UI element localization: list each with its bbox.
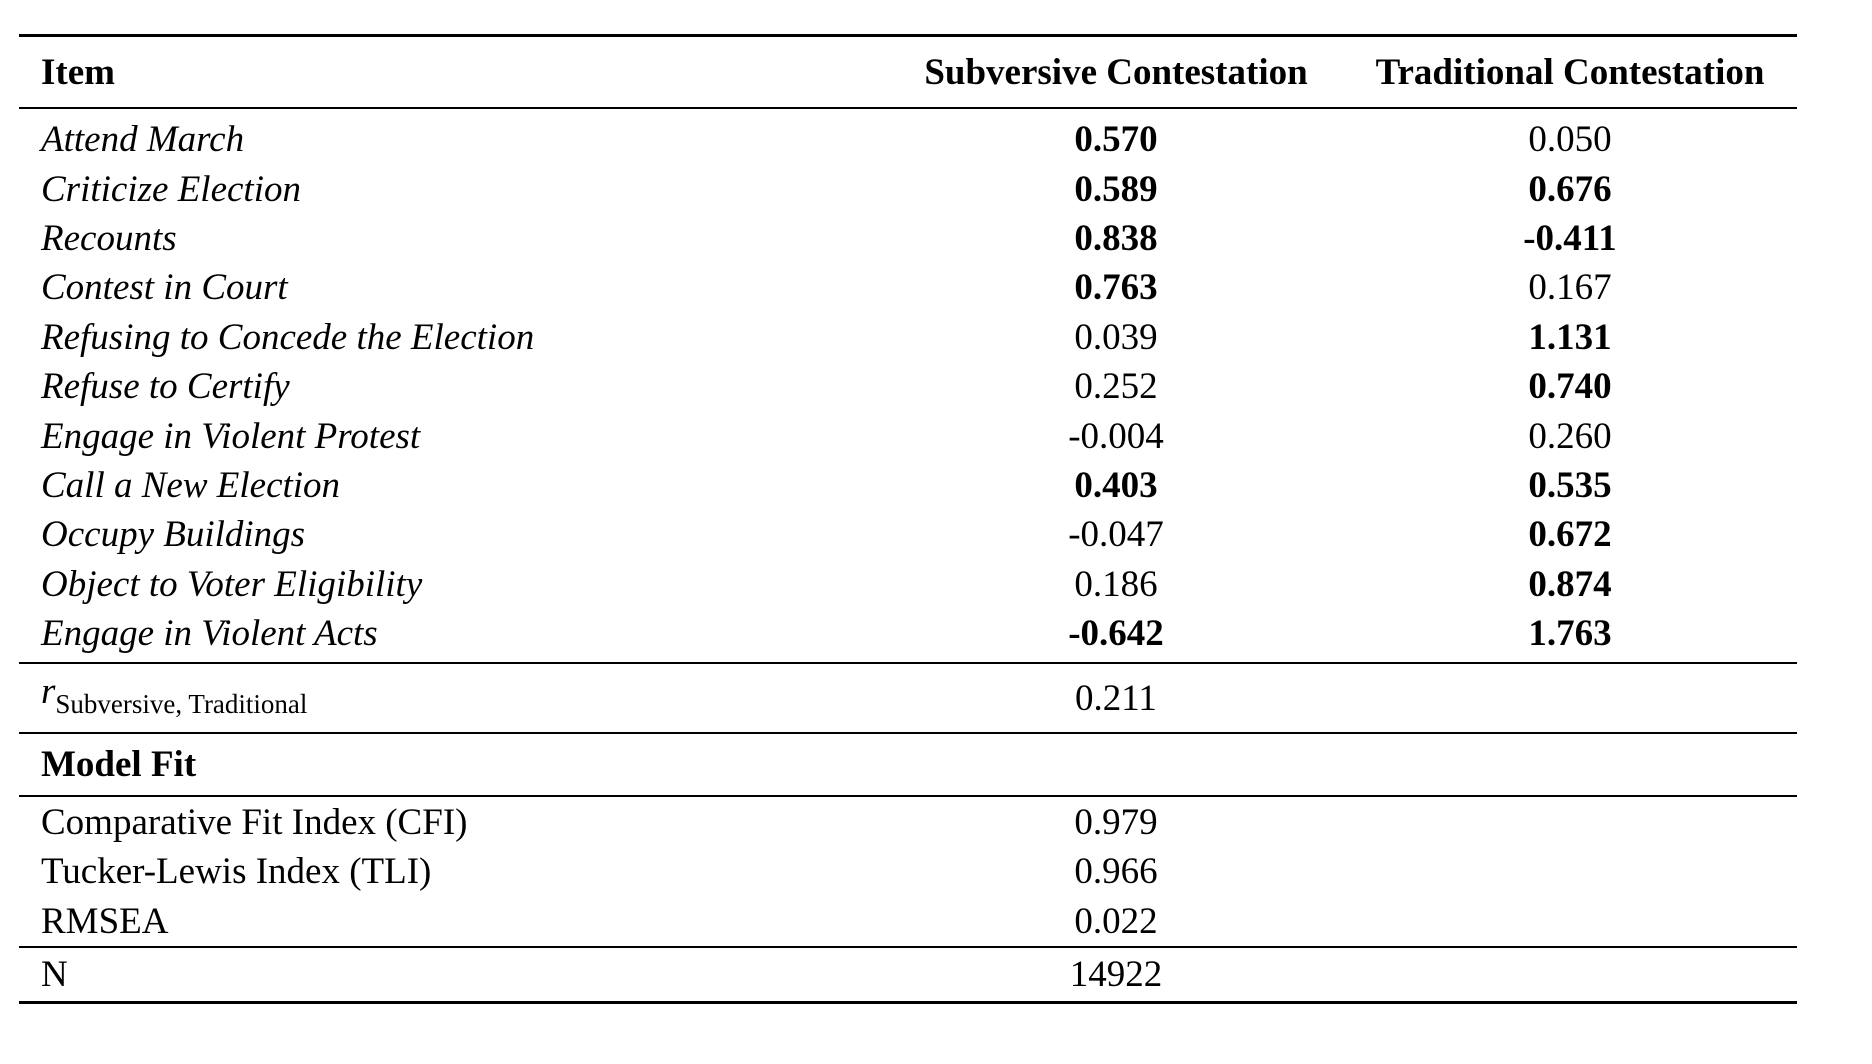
fit-value: 0.979	[1074, 801, 1158, 843]
correlation-subscript: Subversive, Traditional	[55, 689, 308, 720]
sample-size-row: N 14922	[19, 946, 1797, 1004]
traditional-loading: 0.535	[1528, 464, 1612, 506]
correlation-symbol: r	[41, 671, 56, 713]
correlation-label: rSubversive, Traditional	[19, 663, 889, 735]
item-label: Object to Voter Eligibility	[41, 563, 423, 605]
table-row: Recounts 0.838 -0.411	[19, 214, 1797, 263]
subversive-loading: 0.570	[1074, 119, 1158, 161]
item-label: Attend March	[41, 119, 245, 161]
table-row: Engage in Violent Protest -0.004 0.260	[19, 411, 1797, 460]
item-label: Call a New Election	[41, 464, 341, 506]
table-row: Call a New Election 0.403 0.535	[19, 461, 1797, 510]
fit-label: RMSEA	[19, 896, 889, 948]
fit-label: Tucker-Lewis Index (TLI)	[41, 851, 432, 893]
item-label: Recounts	[41, 217, 177, 259]
traditional-loading: -0.411	[1523, 217, 1617, 259]
subversive-loading: 0.763	[1074, 267, 1158, 309]
item-label: Contest in Court	[41, 267, 288, 309]
top-spacer	[19, 0, 1797, 36]
model-fit-row-rmsea: RMSEA 0.022	[19, 896, 1797, 948]
item-label: Criticize Election	[41, 168, 301, 210]
table-row: Refusing to Concede the Election 0.039 1.1…	[19, 313, 1797, 362]
traditional-loading: 0.676	[1528, 168, 1612, 210]
item-label: Occupy Buildings	[41, 514, 306, 556]
table-body: Item Subversive Contestation Traditional…	[19, 0, 1797, 1004]
correlation-empty	[1343, 663, 1797, 735]
model-fit-heading: Model Fit	[19, 733, 889, 798]
header-subversive: Subversive Contestation	[889, 34, 1343, 109]
subversive-loading: 0.589	[1074, 168, 1158, 210]
traditional-loading: 0.050	[1528, 119, 1612, 161]
subversive-loading: 0.252	[1074, 366, 1158, 408]
traditional-loading: 0.260	[1528, 415, 1612, 457]
model-fit-row-tli: Tucker-Lewis Index (TLI) 0.966	[19, 847, 1797, 897]
item-label: Refuse to Certify	[41, 366, 290, 408]
fit-value: 0.022	[889, 896, 1343, 948]
correlation-value: 0.211	[889, 663, 1343, 735]
traditional-loading: 0.740	[1528, 366, 1612, 408]
item-label: Refusing to Concede the Election	[41, 316, 535, 358]
subversive-loading: 0.186	[1074, 563, 1158, 605]
traditional-loading: 1.131	[1528, 316, 1612, 358]
subversive-loading: 0.403	[1074, 464, 1158, 506]
model-fit-heading-row: Model Fit	[19, 733, 1797, 798]
fit-label: Comparative Fit Index (CFI)	[41, 801, 468, 843]
traditional-loading: 1.763	[1343, 608, 1797, 665]
sample-size-value: 14922	[889, 946, 1343, 1004]
table-row: Engage in Violent Acts -0.642 1.763	[19, 608, 1797, 665]
sample-size-label: N	[19, 946, 889, 1004]
table-row: Criticize Election 0.589 0.676	[19, 164, 1797, 213]
header-row: Item Subversive Contestation Traditional…	[19, 34, 1797, 109]
model-fit-row-cfi: Comparative Fit Index (CFI) 0.979	[19, 796, 1797, 847]
table-row: Refuse to Certify 0.252 0.740	[19, 362, 1797, 411]
traditional-loading: 0.167	[1528, 267, 1612, 309]
factor-loadings-table-container: Item Subversive Contestation Traditional…	[19, 0, 1797, 1004]
correlation-row: rSubversive, Traditional 0.211	[19, 663, 1797, 735]
subversive-loading: -0.047	[1068, 514, 1164, 556]
subversive-loading: -0.642	[889, 608, 1343, 665]
table-row: Contest in Court 0.763 0.167	[19, 263, 1797, 312]
item-label: Engage in Violent Protest	[41, 415, 421, 457]
traditional-loading: 0.672	[1528, 514, 1612, 556]
subversive-loading: 0.838	[1074, 217, 1158, 259]
table-row: Object to Voter Eligibility 0.186 0.874	[19, 560, 1797, 609]
header-item: Item	[19, 34, 889, 109]
subversive-loading: 0.039	[1074, 316, 1158, 358]
subversive-loading: -0.004	[1068, 415, 1164, 457]
table-row: Attend March 0.570 0.050	[19, 108, 1797, 164]
traditional-loading: 0.874	[1528, 563, 1612, 605]
header-traditional: Traditional Contestation	[1343, 34, 1797, 109]
item-label: Engage in Violent Acts	[19, 608, 889, 665]
fit-value: 0.966	[1074, 851, 1158, 893]
factor-loadings-table: Item Subversive Contestation Traditional…	[19, 0, 1797, 1004]
table-row: Occupy Buildings -0.047 0.672	[19, 510, 1797, 559]
